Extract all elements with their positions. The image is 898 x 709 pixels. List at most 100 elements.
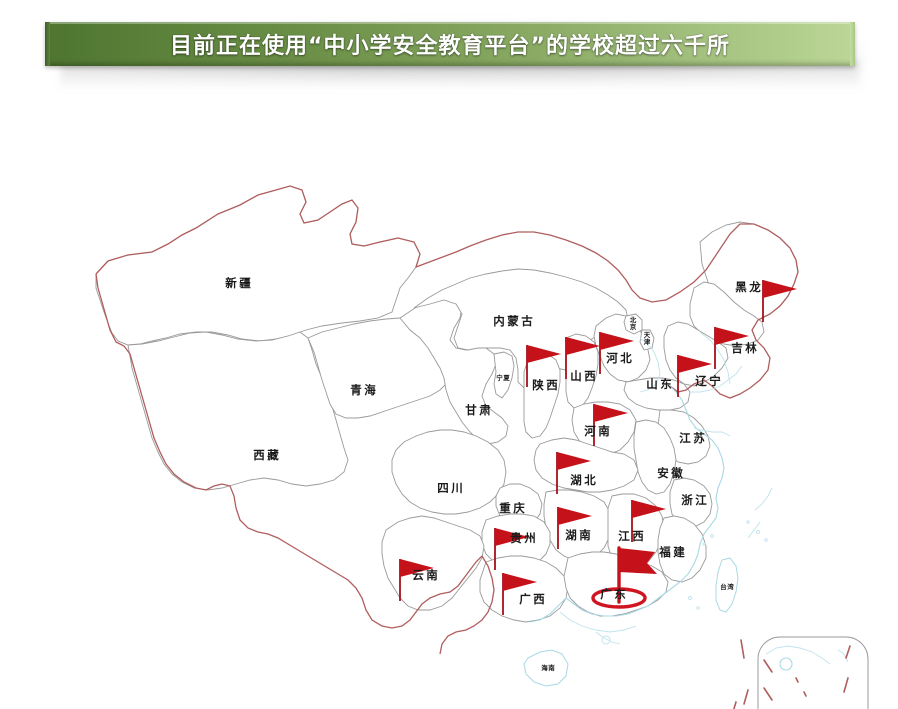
svg-text:南: 南 [426, 568, 438, 582]
svg-text:河: 河 [584, 424, 596, 438]
flag-marker-shanxi[interactable] [565, 337, 600, 379]
province-qinghai[interactable] [307, 317, 451, 419]
province-anhui[interactable] [633, 419, 677, 495]
svg-text:建: 建 [673, 545, 685, 559]
province-guangxi[interactable] [479, 555, 569, 623]
small-islands [688, 520, 768, 610]
province-label-tianjin: 天津 [644, 331, 651, 346]
flag-marker-hunan[interactable] [557, 507, 592, 549]
svg-text:龙: 龙 [748, 280, 761, 294]
svg-text:古: 古 [521, 314, 533, 328]
flag-marker-yunnan[interactable] [399, 559, 434, 601]
svg-text:甘: 甘 [465, 403, 477, 417]
province-label-jiangxi: 江西 [618, 529, 644, 543]
svg-text:福: 福 [658, 545, 671, 559]
svg-text:苏: 苏 [693, 431, 705, 445]
province-shaanxi[interactable] [523, 353, 561, 439]
province-label-shandong: 山东 [646, 377, 672, 391]
svg-text:南: 南 [548, 663, 555, 672]
flag-marker-guangxi[interactable] [502, 573, 537, 615]
province-hainan[interactable] [523, 649, 569, 687]
province-label-ningxia: 宁夏 [496, 373, 510, 382]
svg-text:西: 西 [584, 369, 596, 383]
flag-marker-jiangxi[interactable] [631, 500, 666, 542]
svg-text:蒙: 蒙 [507, 314, 519, 328]
province-label-shaanxi: 陕西 [532, 378, 558, 392]
svg-text:夏: 夏 [503, 373, 510, 382]
svg-text:台: 台 [720, 582, 727, 591]
province-xizang[interactable] [127, 331, 349, 491]
province-zhejiang[interactable] [669, 477, 713, 527]
province-jilin[interactable] [689, 281, 765, 347]
svg-text:津: 津 [644, 337, 651, 346]
flag-markers [399, 280, 797, 615]
svg-text:山: 山 [646, 377, 658, 391]
province-taiwan[interactable] [715, 557, 739, 613]
province-label-hubei: 湖北 [570, 473, 596, 487]
flag-marker-heilongjiang[interactable] [762, 280, 797, 322]
svg-text:陕: 陕 [532, 378, 544, 392]
flag-marker-shaanxi[interactable] [526, 345, 561, 387]
svg-text:江: 江 [679, 431, 691, 445]
province-label-gansu: 甘肃 [465, 403, 491, 417]
svg-text:南: 南 [598, 424, 610, 438]
title-banner-area: 目前正在使用“中小学安全教育平台”的学校超过六千所 [0, 0, 898, 92]
province-yunnan[interactable] [381, 515, 485, 611]
south-china-sea-inset[interactable] [708, 636, 869, 709]
province-label-yunnan: 云南 [412, 568, 438, 582]
flag-marker-hebei[interactable] [599, 332, 634, 374]
flag-marker-jilin[interactable] [714, 327, 749, 369]
province-label-hebei: 河北 [606, 351, 632, 365]
svg-text:藏: 藏 [267, 448, 279, 462]
province-fujian[interactable] [657, 515, 707, 583]
svg-text:京: 京 [630, 322, 637, 331]
svg-text:河: 河 [606, 351, 618, 365]
province-label-hainan: 海南 [541, 663, 555, 672]
svg-text:东: 东 [660, 377, 672, 391]
svg-text:云: 云 [412, 568, 424, 582]
province-label-henan: 河南 [584, 424, 610, 438]
province-label-guangxi: 广西 [519, 592, 545, 606]
flag-marker-guizhou[interactable] [494, 528, 529, 570]
province-hubei[interactable] [533, 437, 639, 493]
svg-text:川: 川 [450, 481, 463, 495]
svg-text:重: 重 [499, 501, 511, 515]
province-label-liaoning: 辽宁 [695, 374, 721, 388]
province-label-neimenggu: 内蒙古 [493, 314, 533, 328]
province-tianjin[interactable] [639, 329, 655, 351]
svg-text:宁: 宁 [709, 374, 721, 388]
svg-text:海: 海 [364, 383, 376, 397]
svg-text:南: 南 [579, 528, 591, 542]
province-beijing[interactable] [623, 313, 643, 335]
province-hunan[interactable] [543, 489, 613, 561]
svg-text:天: 天 [644, 331, 651, 339]
flag-marker-liaoning[interactable] [677, 355, 712, 397]
flag-marker-henan[interactable] [593, 404, 628, 446]
province-label-shanxi: 山西 [570, 369, 596, 383]
page-title: 目前正在使用“中小学安全教育平台”的学校超过六千所 [170, 34, 730, 59]
svg-text:徽: 徽 [670, 466, 683, 480]
province-label-chongqing: 重庆 [499, 501, 525, 515]
province-label-guizhou: 贵州 [510, 531, 536, 545]
svg-text:辽: 辽 [695, 374, 707, 388]
svg-text:肃: 肃 [479, 403, 491, 417]
province-ningxia[interactable] [493, 351, 515, 399]
svg-text:江: 江 [618, 529, 630, 543]
svg-text:山: 山 [570, 369, 582, 383]
svg-text:黑: 黑 [735, 280, 747, 294]
svg-text:北: 北 [620, 351, 632, 365]
flag-marker-hubei[interactable] [556, 452, 591, 494]
flag-marker-guangdong[interactable] [591, 546, 657, 609]
province-guizhou[interactable] [481, 513, 551, 569]
province-label-guangdong: 广东 [600, 587, 626, 601]
inset-dash-lines [763, 645, 851, 701]
svg-text:庆: 庆 [512, 501, 525, 515]
svg-text:东: 东 [614, 587, 626, 601]
province-label-xinjiang: 新疆 [225, 276, 251, 290]
national-border [95, 185, 799, 655]
svg-text:广: 广 [519, 592, 531, 606]
title-banner: 目前正在使用“中小学安全教育平台”的学校超过六千所 [45, 22, 855, 66]
province-sichuan[interactable] [391, 429, 507, 515]
svg-text:江: 江 [695, 493, 707, 507]
province-label-anhui: 安徽 [657, 466, 683, 480]
